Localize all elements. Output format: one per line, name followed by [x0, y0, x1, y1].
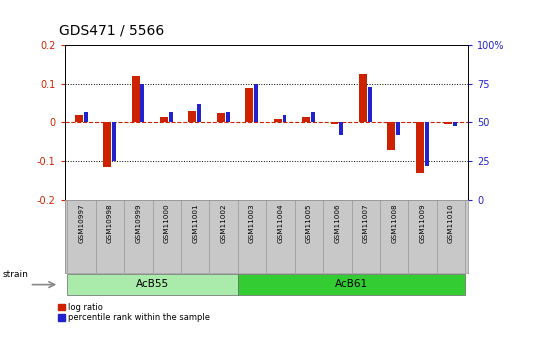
Text: GSM11008: GSM11008 [391, 204, 397, 243]
Bar [387, 122, 395, 150]
Bar [396, 122, 400, 135]
Bar [368, 87, 372, 122]
Bar [197, 104, 201, 122]
Bar [112, 122, 116, 161]
Bar [274, 119, 282, 122]
Bar [132, 76, 139, 122]
Bar [160, 117, 168, 122]
Text: GSM11000: GSM11000 [164, 204, 170, 243]
Text: GSM11007: GSM11007 [363, 204, 369, 243]
Text: GSM11006: GSM11006 [334, 204, 341, 243]
Text: AcB55: AcB55 [136, 279, 169, 289]
Text: GDS471 / 5566: GDS471 / 5566 [59, 24, 165, 38]
Text: GSM11009: GSM11009 [420, 204, 426, 243]
Bar [75, 115, 83, 122]
Text: AcB61: AcB61 [335, 279, 368, 289]
Text: GSM11003: GSM11003 [249, 204, 255, 243]
Bar [416, 122, 424, 173]
Text: GSM11004: GSM11004 [278, 204, 284, 243]
Text: GSM11005: GSM11005 [306, 204, 312, 243]
Bar [217, 113, 225, 122]
Bar [245, 88, 253, 122]
Bar [140, 84, 144, 122]
Bar [444, 122, 452, 125]
Bar [254, 84, 258, 122]
Bar [453, 122, 457, 126]
Bar [330, 122, 338, 125]
Text: GSM11010: GSM11010 [448, 204, 454, 243]
Bar [339, 122, 343, 135]
Bar [359, 74, 367, 122]
Bar [311, 112, 315, 122]
Text: GSM11002: GSM11002 [221, 204, 226, 243]
Text: GSM10998: GSM10998 [107, 204, 113, 243]
Bar [282, 115, 286, 122]
Bar [424, 122, 429, 166]
Bar [188, 111, 196, 122]
Bar [103, 122, 111, 167]
Legend: log ratio, percentile rank within the sample: log ratio, percentile rank within the sa… [58, 303, 210, 322]
Bar [238, 274, 465, 295]
Text: strain: strain [3, 270, 29, 279]
Text: GSM10999: GSM10999 [136, 204, 141, 243]
Bar [225, 112, 230, 122]
Text: GSM11001: GSM11001 [192, 204, 199, 243]
Bar [302, 117, 310, 122]
Bar [169, 112, 173, 122]
Bar [83, 112, 88, 122]
Bar [67, 274, 238, 295]
Text: GSM10997: GSM10997 [79, 204, 84, 243]
